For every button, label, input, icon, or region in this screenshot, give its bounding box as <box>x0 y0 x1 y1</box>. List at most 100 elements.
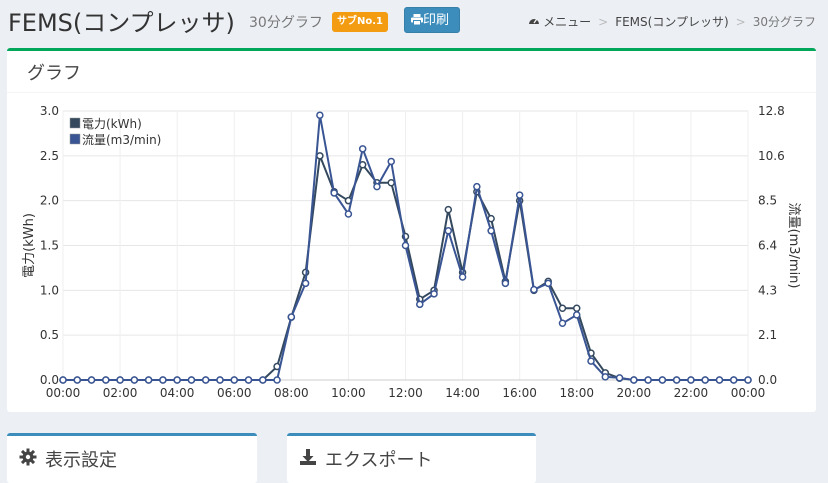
y-left-tick-label: 1.0 <box>40 283 59 297</box>
data-point <box>330 189 338 197</box>
y-left-tick-label: 2.5 <box>40 149 59 163</box>
data-point <box>744 376 752 384</box>
export-title: エクスポート <box>325 450 433 471</box>
legend-label: 電力(kWh) <box>82 117 142 131</box>
data-point <box>487 214 495 223</box>
data-point <box>287 313 296 321</box>
export-panel[interactable]: エクスポート <box>287 433 536 483</box>
data-point <box>316 111 324 119</box>
y-right-tick-label: 10.6 <box>758 149 785 163</box>
data-point <box>729 376 738 384</box>
display-settings-panel[interactable]: 表示設定 <box>7 433 257 483</box>
data-point <box>358 145 367 153</box>
panel-title: グラフ <box>27 63 81 84</box>
data-point <box>658 376 667 384</box>
data-point <box>558 319 567 328</box>
data-point <box>458 273 467 281</box>
data-point <box>587 357 595 365</box>
data-point <box>116 376 124 384</box>
sub-number-badge: サブNo.1 <box>332 12 388 32</box>
x-tick-label: 02:00 <box>103 386 138 400</box>
print-button[interactable]: 印刷 <box>404 7 460 33</box>
data-point <box>544 279 552 288</box>
y-left-tick-label: 0.0 <box>40 373 59 387</box>
download-icon <box>300 449 316 465</box>
gear-icon <box>19 448 37 466</box>
breadcrumb-item-current: 30分グラフ <box>752 15 816 29</box>
data-point <box>644 376 652 384</box>
data-point <box>273 376 281 384</box>
data-point <box>187 376 196 384</box>
y-right-tick-label: 0.0 <box>758 373 777 387</box>
data-point <box>173 376 181 384</box>
data-point <box>216 376 224 384</box>
panel-divider <box>7 92 816 93</box>
data-point <box>515 191 524 199</box>
y-right-tick-label: 4.3 <box>758 283 777 297</box>
data-point <box>687 376 695 384</box>
printer-icon <box>411 14 423 25</box>
y-left-axis-title: 電力(kWh) <box>22 213 37 278</box>
data-point <box>573 304 581 313</box>
graph-panel: グラフ <box>7 48 816 412</box>
legend-swatch <box>69 117 81 129</box>
data-point <box>444 205 453 214</box>
data-point <box>144 376 153 384</box>
legend-label: 流量(m3/min) <box>82 133 161 147</box>
breadcrumb-item-menu[interactable]: メニュー <box>543 15 592 29</box>
x-tick-label: 18:00 <box>559 386 594 400</box>
y-left-tick-label: 0.5 <box>40 328 59 342</box>
x-tick-label: 16:00 <box>502 386 537 400</box>
data-point <box>487 227 495 235</box>
data-point <box>373 182 381 191</box>
data-point <box>230 376 238 384</box>
data-point <box>102 376 110 384</box>
y-right-axis-title: 流量(m3/min) <box>786 203 801 289</box>
page-subtitle: 30分グラフ <box>249 15 323 31</box>
x-tick-label: 20:00 <box>617 386 652 400</box>
breadcrumb-separator: > <box>735 15 746 29</box>
x-tick-label: 06:00 <box>217 386 252 400</box>
x-tick-label: 08:00 <box>274 386 309 400</box>
x-tick-label: 12:00 <box>388 386 423 400</box>
data-point <box>701 376 709 384</box>
data-point <box>201 376 210 384</box>
breadcrumb: メニュー > FEMS(コンプレッサ) >30分グラフ <box>528 13 816 30</box>
x-tick-label: 00:00 <box>731 386 766 400</box>
x-tick-label: 22:00 <box>674 386 709 400</box>
legend-swatch <box>69 133 81 145</box>
y-left-tick-label: 2.0 <box>40 194 59 208</box>
data-point <box>630 376 638 384</box>
data-point <box>130 376 139 384</box>
data-point <box>401 241 410 250</box>
x-tick-label: 14:00 <box>445 386 480 400</box>
data-point <box>159 376 167 384</box>
data-point <box>672 376 681 384</box>
data-point <box>87 376 96 384</box>
y-right-tick-label: 8.5 <box>758 194 777 208</box>
data-point <box>501 279 510 288</box>
y-left-tick-label: 3.0 <box>40 104 59 118</box>
data-point <box>387 178 395 187</box>
data-point <box>344 210 353 218</box>
dashboard-icon <box>529 19 540 24</box>
data-point <box>244 376 253 384</box>
y-right-tick-label: 2.1 <box>758 328 777 342</box>
data-point <box>416 300 424 309</box>
breadcrumb-item-fems[interactable]: FEMS(コンプレッサ) <box>615 15 729 29</box>
x-tick-label: 10:00 <box>331 386 366 400</box>
data-point <box>573 311 581 319</box>
data-point <box>387 157 395 166</box>
data-point <box>430 290 438 298</box>
data-point <box>615 374 624 382</box>
x-tick-label: 04:00 <box>160 386 195 400</box>
data-point <box>259 376 267 384</box>
data-point <box>715 376 724 384</box>
line-chart: 0.0 0.0 0.5 2.1 1.0 4.3 1.5 6.4 2.0 8.5 2.5 10.6 3.0… <box>22 104 801 400</box>
y-left-tick-label: 1.5 <box>40 239 59 253</box>
data-point <box>59 376 67 384</box>
print-button-label: 印刷 <box>423 13 450 28</box>
y-right-tick-label: 6.4 <box>758 239 777 253</box>
data-point <box>473 182 481 191</box>
breadcrumb-separator: > <box>598 15 609 29</box>
